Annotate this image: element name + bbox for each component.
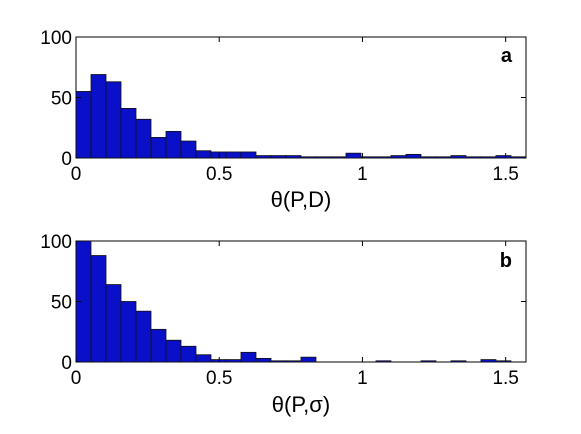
x-tick-label: 1 [357, 164, 368, 185]
histogram-bar [420, 360, 437, 363]
histogram-panel-b: 0 0.5 1 1.5 0 50 100 b θ(P,σ) [40, 232, 527, 417]
histogram-bar [450, 360, 467, 363]
histogram-bar [480, 359, 497, 363]
histogram-bar [285, 360, 302, 363]
x-tick-label: 1.5 [492, 368, 518, 389]
histogram-bar [300, 356, 317, 363]
histogram-bar [165, 339, 182, 363]
x-tick-label: 1.5 [492, 164, 518, 185]
y-tick-label: 100 [40, 28, 72, 49]
histogram-bar [150, 137, 167, 159]
histogram-bar [420, 156, 437, 159]
histogram-bar [510, 156, 527, 159]
histogram-bar [210, 151, 227, 159]
y-tick-label: 50 [51, 89, 72, 110]
histogram-bar [315, 156, 332, 159]
histogram-bar [120, 107, 137, 159]
histogram-bar [450, 155, 467, 159]
histogram-bar [285, 155, 302, 159]
bar-group [75, 74, 527, 159]
x-tick-label: 0 [71, 368, 82, 389]
tick-group: 0 0.5 1 1.5 0 50 100 [40, 28, 526, 185]
histogram-bar [180, 345, 197, 363]
x-tick-label: 0.5 [206, 164, 232, 185]
panel-label: a [501, 45, 513, 67]
y-tick-label: 0 [61, 149, 72, 170]
x-tick-label: 0 [71, 164, 82, 185]
histogram-bar [195, 150, 212, 159]
panel-label: b [500, 250, 512, 272]
histogram-bar [480, 156, 497, 159]
histogram-bar [240, 151, 257, 159]
x-tick-label: 0.5 [206, 368, 232, 389]
histogram-bar [90, 74, 107, 159]
histogram-bar [255, 357, 272, 363]
histogram-bar [150, 328, 167, 363]
y-tick-label: 0 [61, 353, 72, 374]
histogram-bar [345, 152, 362, 159]
histogram-bar [270, 155, 287, 159]
y-tick-label: 50 [51, 293, 72, 314]
histogram-bar [225, 359, 242, 363]
histogram-bar [105, 81, 122, 159]
y-tick-label: 100 [40, 232, 72, 253]
histogram-bar [255, 155, 272, 159]
histogram-bar [375, 156, 392, 159]
histogram-bar [390, 155, 407, 159]
histogram-bar [210, 359, 227, 363]
histogram-bar [330, 156, 347, 159]
histogram-bar [75, 91, 92, 159]
x-tick-label: 1 [357, 368, 368, 389]
histogram-bar [465, 156, 482, 159]
histogram-bar [495, 360, 512, 363]
histogram-bar [195, 354, 212, 363]
histogram-bar [495, 155, 512, 159]
histogram-bar [180, 140, 197, 159]
histogram-bar [240, 351, 257, 363]
x-axis-label: θ(P,D) [271, 187, 332, 212]
histogram-bar [105, 284, 122, 363]
tick-group: 0 0.5 1 1.5 0 50 100 [40, 232, 526, 389]
x-axis-label: θ(P,σ) [272, 392, 330, 417]
histogram-bar [165, 130, 182, 159]
histogram-bar [135, 118, 152, 159]
histogram-bar [225, 151, 242, 159]
histogram-panel-a: 0 0.5 1 1.5 0 50 100 a θ(P,D) [40, 28, 527, 212]
histogram-bar [120, 301, 137, 363]
histogram-bar [375, 360, 392, 363]
histogram-bar [135, 310, 152, 363]
bar-group [75, 240, 512, 363]
histogram-bar [90, 255, 107, 363]
histogram-bar [300, 156, 317, 159]
histogram-bar [360, 156, 377, 159]
histogram-bar [405, 153, 422, 159]
histogram-bar [435, 156, 452, 159]
histogram-bar [270, 360, 287, 363]
